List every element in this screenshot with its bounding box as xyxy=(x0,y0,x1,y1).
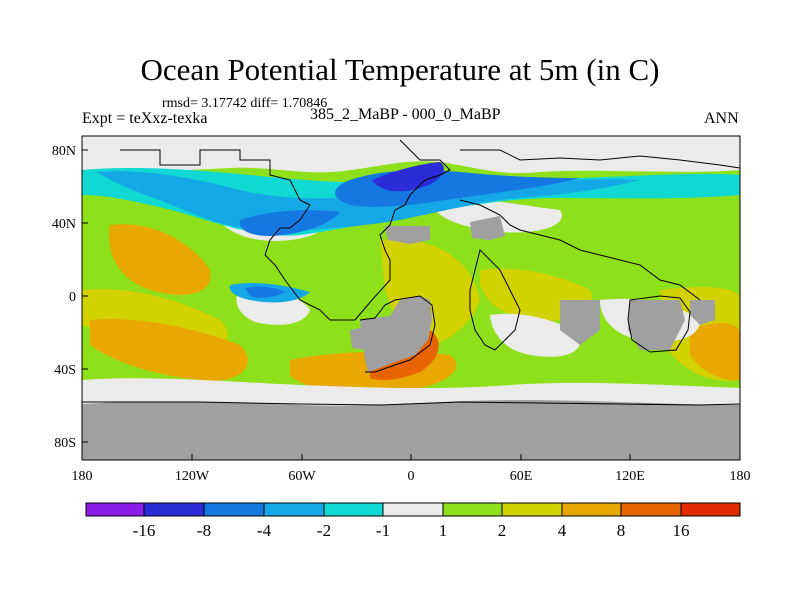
field-blue-nh2 xyxy=(239,210,340,236)
land-india-patch xyxy=(470,216,505,240)
ylabel-4: 80S xyxy=(54,436,76,451)
ylabel-2: 0 xyxy=(69,290,76,305)
colorbar-label-7: 4 xyxy=(558,521,567,540)
colorbar-box-10 xyxy=(681,503,740,516)
colorbar-box-8 xyxy=(562,503,621,516)
map-field xyxy=(82,136,740,460)
colorbar-labels: -16 -8 -4 -2 -1 1 2 4 8 16 xyxy=(133,521,690,540)
colorbar-box-1 xyxy=(144,503,204,516)
coastline-australia xyxy=(627,295,691,353)
colorbar-box-7 xyxy=(502,503,562,516)
xlabel-2: 60W xyxy=(288,469,316,484)
field-orange-pacific xyxy=(109,224,211,295)
axis-ticks xyxy=(82,149,631,460)
xlabel-4: 60E xyxy=(510,469,533,484)
experiment-label: Expt = teXxz-texka xyxy=(82,110,208,127)
ylabel-3: 40S xyxy=(54,363,76,378)
colorbar-label-9: 16 xyxy=(673,521,690,540)
field-neutral-north xyxy=(82,136,740,174)
colorbar-label-4: -1 xyxy=(376,521,390,540)
colorbar-label-1: -8 xyxy=(197,521,211,540)
field-blue-eq xyxy=(245,286,285,298)
colorbar-box-5 xyxy=(383,503,443,516)
colorbar-box-4 xyxy=(324,503,383,516)
axis-labels: 180 120W 60W 0 60E 120E 180 80N 40N 0 40… xyxy=(52,144,751,484)
colorbar-label-0: -16 xyxy=(133,521,156,540)
xlabel-0: 180 xyxy=(72,469,93,484)
colorbar-label-3: -2 xyxy=(317,521,331,540)
coastline-eurasia xyxy=(459,149,740,301)
colorbar-box-9 xyxy=(621,503,681,516)
xlabel-1: 120W xyxy=(175,469,210,484)
land-antarctica xyxy=(82,400,740,460)
colorbar-box-2 xyxy=(204,503,264,516)
field-darkblue-nh xyxy=(372,162,444,192)
colorbar-label-2: -4 xyxy=(257,521,272,540)
colorbar-label-8: 8 xyxy=(617,521,626,540)
colorbar-frame xyxy=(85,502,741,517)
colorbar-label-6: 2 xyxy=(498,521,507,540)
land-asia-patch xyxy=(560,300,600,345)
field-neutral-eq xyxy=(490,313,581,357)
ylabel-1: 40N xyxy=(52,217,76,232)
coastlines xyxy=(82,139,740,406)
coastline-north-america xyxy=(120,139,451,321)
field-green-north xyxy=(470,185,740,242)
period-label: 385_2_MaBP - 000_0_MaBP xyxy=(310,106,501,123)
field-neutral-atl xyxy=(430,198,562,233)
colorbar-box-0 xyxy=(86,503,144,516)
colorbar: -16 -8 -4 -2 -1 1 2 4 8 16 xyxy=(85,502,741,540)
xlabel-5: 120E xyxy=(615,469,645,484)
xlabel-6: 180 xyxy=(730,469,751,484)
land-central xyxy=(350,325,380,350)
land-africa-patch xyxy=(385,226,430,244)
season-label: ANN xyxy=(704,110,739,127)
field-orange-southpacific xyxy=(90,319,248,381)
xlabel-3: 0 xyxy=(408,469,415,484)
field-orange-east xyxy=(690,323,740,381)
colorbar-label-5: 1 xyxy=(439,521,448,540)
land-south-america xyxy=(360,296,432,372)
land-australia xyxy=(628,300,685,350)
colorbar-box-3 xyxy=(264,503,324,516)
stats-line: rmsd= 3.17742 diff= 1.70846 xyxy=(162,96,328,111)
plot-title: Ocean Potential Temperature at 5m (in C) xyxy=(140,52,660,87)
colorbar-box-6 xyxy=(443,503,502,516)
land-island xyxy=(690,300,715,325)
ylabel-0: 80N xyxy=(52,144,76,159)
coastline-south-america xyxy=(359,295,436,373)
coastline-africa xyxy=(469,249,521,351)
colorbar-dividers xyxy=(143,503,682,516)
coastline-antarctica xyxy=(82,401,740,406)
